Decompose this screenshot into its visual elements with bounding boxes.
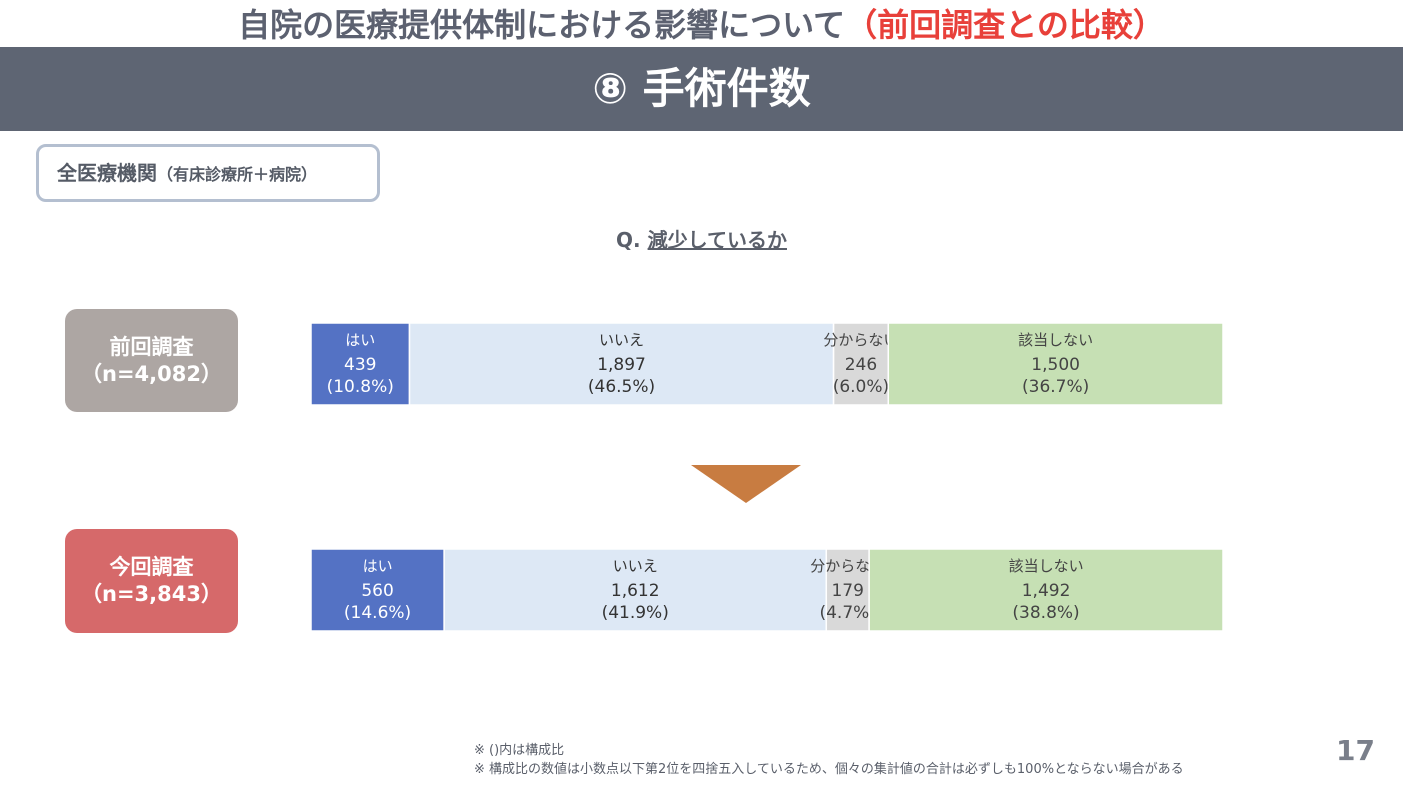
bar-segment-0-2: [832, 322, 890, 406]
segment-label-1-2: 分からない: [810, 557, 885, 575]
segment-percent-0-2: (6.0%): [833, 377, 889, 397]
segment-label-0-3: 該当しない: [1018, 331, 1093, 349]
bar-segment-1-0: [310, 548, 445, 632]
question-heading: Q. 減少しているか: [0, 224, 1403, 253]
segment-percent-0-1: (46.5%): [588, 377, 655, 397]
scope-sub-label: （有床診療所＋病院）: [157, 165, 318, 184]
previous-survey-label: 前回調査 （n=4,082）: [65, 309, 238, 412]
bar-segment-0-3: [887, 322, 1224, 406]
segment-percent-1-3: (38.8%): [1012, 603, 1079, 623]
segment-label-0-0: はい: [345, 331, 375, 349]
segment-count-0-0: 439: [344, 355, 376, 375]
segment-count-0-3: 1,500: [1031, 355, 1080, 375]
question-text: 減少しているか: [647, 228, 787, 252]
bar-segment-1-1: [443, 548, 828, 632]
segment-percent-1-2: (4.7%): [819, 603, 875, 623]
segment-percent-1-0: (14.6%): [344, 603, 411, 623]
current-survey-name: 今回調査: [109, 555, 194, 579]
segment-label-1-3: 該当しない: [1009, 557, 1084, 575]
question-prefix: Q.: [616, 228, 641, 252]
page-title: 自院の医療提供体制における影響について（前回調査との比較）: [0, 0, 1403, 46]
bar-segment-1-2: [825, 548, 870, 632]
segment-label-1-1: いいえ: [613, 557, 658, 575]
bar-segment-0-0: [310, 322, 411, 406]
previous-survey-n: （n=4,082）: [81, 361, 222, 386]
page-number: 17: [1336, 734, 1375, 767]
current-survey-n: （n=3,843）: [81, 582, 222, 606]
segment-label-0-1: いいえ: [599, 331, 644, 349]
segment-percent-0-3: (36.7%): [1022, 377, 1089, 397]
segment-count-0-2: 246: [845, 355, 877, 375]
page-title-main: 自院の医療提供体制における影響について: [238, 6, 846, 44]
segment-percent-1-1: (41.9%): [602, 603, 669, 623]
previous-survey-name: 前回調査: [109, 334, 194, 359]
segment-count-1-0: 560: [361, 581, 393, 601]
scope-main-label: 全医療機関: [57, 161, 157, 185]
bar-segment-1-3: [868, 548, 1224, 632]
current-survey-label: 今回調査 （n=3,843）: [65, 529, 238, 633]
footnote-1: ※ ()内は構成比: [474, 743, 565, 758]
segment-count-1-1: 1,612: [611, 581, 660, 601]
segment-count-1-3: 1,492: [1022, 581, 1071, 601]
down-arrow-icon: [691, 465, 801, 503]
footnotes: ※ ()内は構成比 ※ 構成比の数値は小数点以下第2位を四捨五入しているため、個…: [474, 741, 1184, 779]
footnote-2: ※ 構成比の数値は小数点以下第2位を四捨五入しているため、個々の集計値の合計は必…: [474, 762, 1184, 777]
segment-label-1-0: はい: [363, 557, 393, 575]
segment-count-1-2: 179: [831, 581, 863, 601]
scope-box: 全医療機関（有床診療所＋病院）: [36, 144, 380, 202]
section-banner: ⑧ 手術件数: [0, 47, 1403, 131]
segment-label-0-2: 分からない: [823, 331, 898, 349]
segment-count-0-1: 1,897: [597, 355, 646, 375]
page-title-accent: （前回調査との比較）: [845, 6, 1165, 44]
bar-segment-0-1: [408, 322, 835, 406]
segment-percent-0-0: (10.8%): [327, 377, 394, 397]
